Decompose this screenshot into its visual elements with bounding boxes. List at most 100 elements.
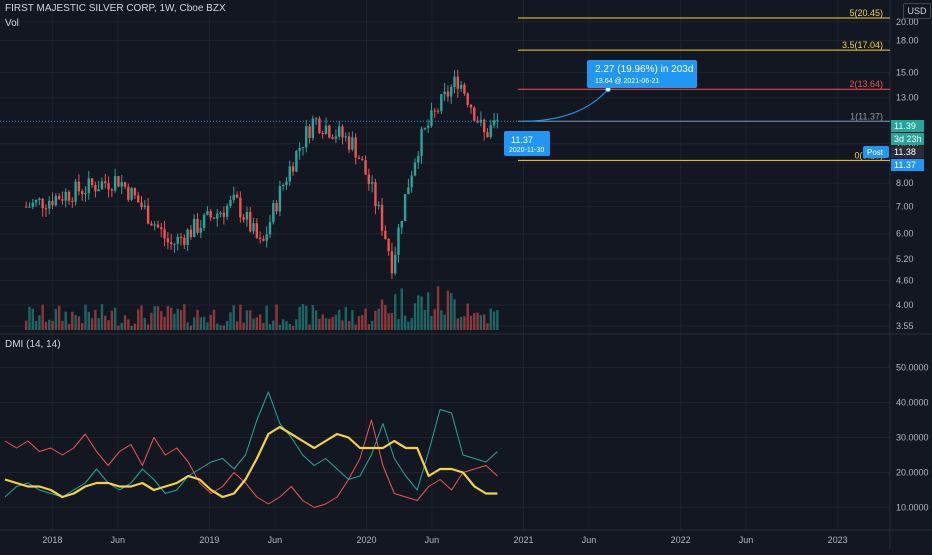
- candle-body: [163, 229, 166, 239]
- time-tick-label: 2018: [42, 535, 62, 545]
- volume-bar: [54, 308, 58, 330]
- candle-body: [433, 110, 436, 112]
- candle-body: [492, 120, 496, 126]
- price-tick-label: 4.60: [896, 275, 914, 285]
- time-tick-label: 2021: [514, 535, 534, 545]
- candle-body: [374, 182, 377, 207]
- volume-bar: [443, 314, 446, 330]
- volume-bar: [337, 309, 341, 330]
- volume-bar: [225, 320, 229, 330]
- candle-body: [466, 93, 469, 105]
- dmi-title: DMI (14, 14): [5, 339, 61, 350]
- di-minus-line: [4, 419, 498, 508]
- volume-bar: [74, 315, 77, 330]
- volume-bar: [51, 320, 54, 330]
- volume-bar: [489, 308, 492, 330]
- volume-bar: [90, 318, 94, 330]
- candle-body: [71, 200, 74, 202]
- volume-bar: [199, 317, 203, 330]
- candle-body: [104, 181, 107, 184]
- candle-body: [31, 202, 34, 207]
- candle-body: [179, 236, 183, 238]
- fib-level-label: 1(11.37): [850, 111, 883, 121]
- mid-price-tag: 11.38: [894, 147, 916, 157]
- volume-bar: [423, 309, 427, 330]
- volume-bar: [456, 318, 460, 330]
- candle-body: [113, 176, 117, 191]
- volume-bar: [34, 320, 38, 330]
- volume-bar: [308, 324, 311, 330]
- time-tick-label: Jun: [111, 535, 126, 545]
- candle-body: [84, 192, 87, 195]
- currency-button[interactable]: USD: [903, 3, 931, 19]
- countdown-tag-bg: [891, 133, 924, 145]
- candle-body: [153, 224, 156, 226]
- candle-body: [173, 243, 176, 245]
- candle-body: [417, 155, 420, 163]
- candle-body: [463, 84, 466, 94]
- volume-bar: [380, 299, 384, 330]
- adx-line: [4, 425, 498, 499]
- volume-bar: [57, 305, 61, 330]
- time-tick-label: 2020: [356, 535, 376, 545]
- candle-body: [262, 238, 265, 241]
- volume-bar: [67, 324, 71, 330]
- fib-level-label: 5(20.45): [849, 8, 883, 18]
- volume-bar: [473, 313, 476, 330]
- candle-body: [281, 184, 285, 187]
- candle-body: [107, 183, 110, 190]
- volume-bar: [156, 306, 160, 330]
- volume-bar: [196, 309, 199, 330]
- candle-body: [370, 182, 374, 184]
- candle-body: [482, 119, 486, 133]
- volume-bar: [347, 321, 351, 330]
- candle-body: [473, 107, 476, 121]
- candle-body: [146, 205, 150, 224]
- time-tick-label: 2019: [199, 535, 219, 545]
- volume-bar: [275, 304, 278, 330]
- volume-bar: [222, 325, 226, 330]
- candle-body: [245, 211, 249, 220]
- volume-bar: [189, 325, 193, 330]
- candle-body: [137, 195, 140, 203]
- candle-body: [51, 200, 54, 206]
- projection-curve: [521, 88, 609, 122]
- volume-bar: [229, 312, 232, 330]
- candle-body: [446, 91, 450, 97]
- symbol-title: FIRST MAJESTIC SILVER CORP, 1W, Cboe BZX: [5, 3, 226, 14]
- candle-body: [364, 160, 367, 175]
- volume-bar: [242, 322, 245, 330]
- candle-body: [308, 126, 311, 138]
- candle-body: [275, 203, 278, 212]
- volume-bar: [387, 313, 390, 330]
- volume-bar: [492, 311, 496, 330]
- volume-bar: [334, 314, 338, 330]
- price-tick-label: 13.00: [896, 93, 919, 103]
- price-tick-label: 8.00: [896, 178, 914, 188]
- price-tick-label: 4.00: [896, 300, 914, 310]
- candle-body: [202, 214, 206, 228]
- candle-body: [140, 202, 143, 208]
- candle-body: [166, 238, 170, 243]
- volume-bar: [64, 311, 67, 330]
- volume-bar: [252, 318, 255, 330]
- candle-body: [120, 182, 123, 187]
- volume-bar: [377, 308, 380, 330]
- candle-body: [150, 223, 153, 226]
- candle-body: [196, 218, 199, 233]
- volume-bar: [291, 325, 295, 330]
- volume-bar: [166, 305, 170, 330]
- candle-body: [64, 191, 67, 201]
- candle-body: [347, 136, 351, 150]
- last-price-tag-bg: [891, 120, 924, 132]
- volume-bar: [384, 305, 387, 330]
- candle-body: [38, 198, 41, 201]
- candle-body: [255, 223, 259, 238]
- volume-bar: [140, 305, 143, 330]
- volume-bar: [97, 318, 100, 330]
- volume-bar: [486, 323, 489, 330]
- volume-bar: [331, 316, 334, 330]
- volume-bar: [94, 309, 97, 330]
